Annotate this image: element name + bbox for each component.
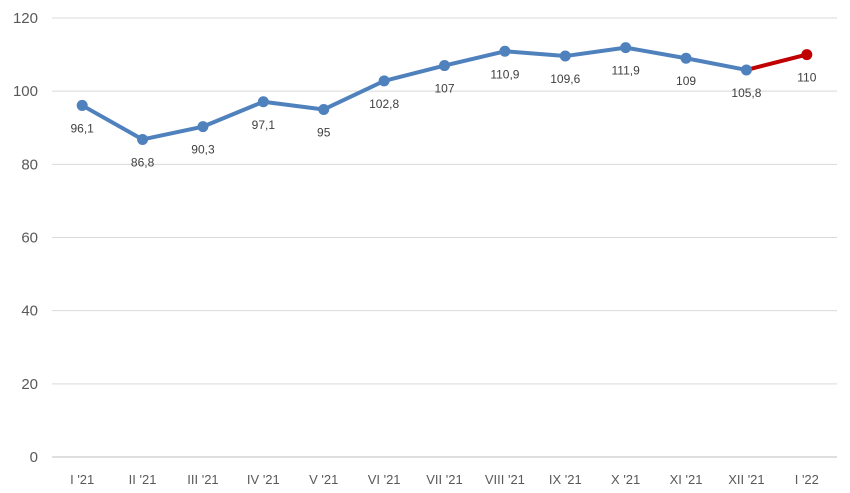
x-tick-label: VIII '21 bbox=[485, 472, 525, 487]
series-lines bbox=[80, 45, 809, 142]
data-point bbox=[740, 64, 752, 76]
data-label: 97,1 bbox=[252, 118, 276, 132]
data-point bbox=[257, 96, 269, 108]
series-points bbox=[76, 42, 813, 145]
x-tick-label: II '21 bbox=[129, 472, 157, 487]
data-label: 111,9 bbox=[612, 64, 641, 78]
series-line-main bbox=[80, 45, 749, 142]
y-tick-label: 40 bbox=[21, 303, 38, 320]
x-axis-ticks: I '21 II '21 III '21 IV '21 V '21 VI '21 VII '… bbox=[70, 472, 819, 487]
x-tick-label: V '21 bbox=[309, 472, 338, 487]
data-label: 102,8 bbox=[369, 97, 399, 111]
data-point bbox=[439, 60, 450, 72]
y-tick-label: 20 bbox=[21, 376, 38, 393]
data-label: 86,8 bbox=[131, 155, 155, 169]
x-tick-label: III '21 bbox=[187, 472, 218, 487]
y-tick-label: 100 bbox=[13, 83, 38, 100]
x-tick-label: I '21 bbox=[70, 472, 94, 487]
x-tick-label: IV '21 bbox=[247, 472, 280, 487]
data-label: 105,8 bbox=[731, 86, 761, 100]
data-point bbox=[197, 121, 209, 133]
data-label: 109 bbox=[676, 74, 696, 88]
data-label: 96,1 bbox=[71, 121, 95, 135]
data-label: 110 bbox=[797, 71, 816, 85]
data-point bbox=[680, 52, 692, 64]
series-line-highlight bbox=[744, 52, 809, 72]
gridlines bbox=[52, 17, 837, 458]
data-label: 90,3 bbox=[191, 143, 215, 157]
data-point bbox=[137, 133, 149, 145]
y-tick-label: 60 bbox=[21, 230, 38, 247]
y-tick-label: 80 bbox=[21, 156, 38, 173]
data-labels: 96,1 86,8 90,3 97,1 95 102,8 107 110,9 109,6 111,… bbox=[71, 64, 817, 170]
x-tick-label: XI '21 bbox=[670, 472, 703, 487]
data-point bbox=[499, 45, 511, 57]
data-point bbox=[378, 75, 390, 87]
x-tick-label: IX '21 bbox=[549, 472, 582, 487]
x-tick-label: I '22 bbox=[795, 472, 819, 487]
y-tick-label: 0 bbox=[30, 449, 38, 466]
data-point bbox=[801, 49, 813, 61]
x-tick-label: X '21 bbox=[611, 472, 640, 487]
data-label: 109,6 bbox=[550, 72, 580, 86]
x-tick-label: XII '21 bbox=[728, 472, 764, 487]
data-point bbox=[76, 99, 88, 111]
data-label: 110,9 bbox=[490, 67, 519, 81]
x-tick-label: VI '21 bbox=[368, 472, 401, 487]
data-point bbox=[620, 42, 632, 54]
data-point bbox=[559, 50, 571, 62]
x-tick-label: VII '21 bbox=[426, 472, 462, 487]
data-label: 107 bbox=[434, 82, 454, 96]
data-label: 95 bbox=[317, 125, 331, 139]
y-tick-label: 120 bbox=[13, 10, 38, 27]
y-axis-ticks: 0 20 40 60 80 100 120 bbox=[13, 10, 38, 466]
data-point bbox=[318, 103, 330, 115]
